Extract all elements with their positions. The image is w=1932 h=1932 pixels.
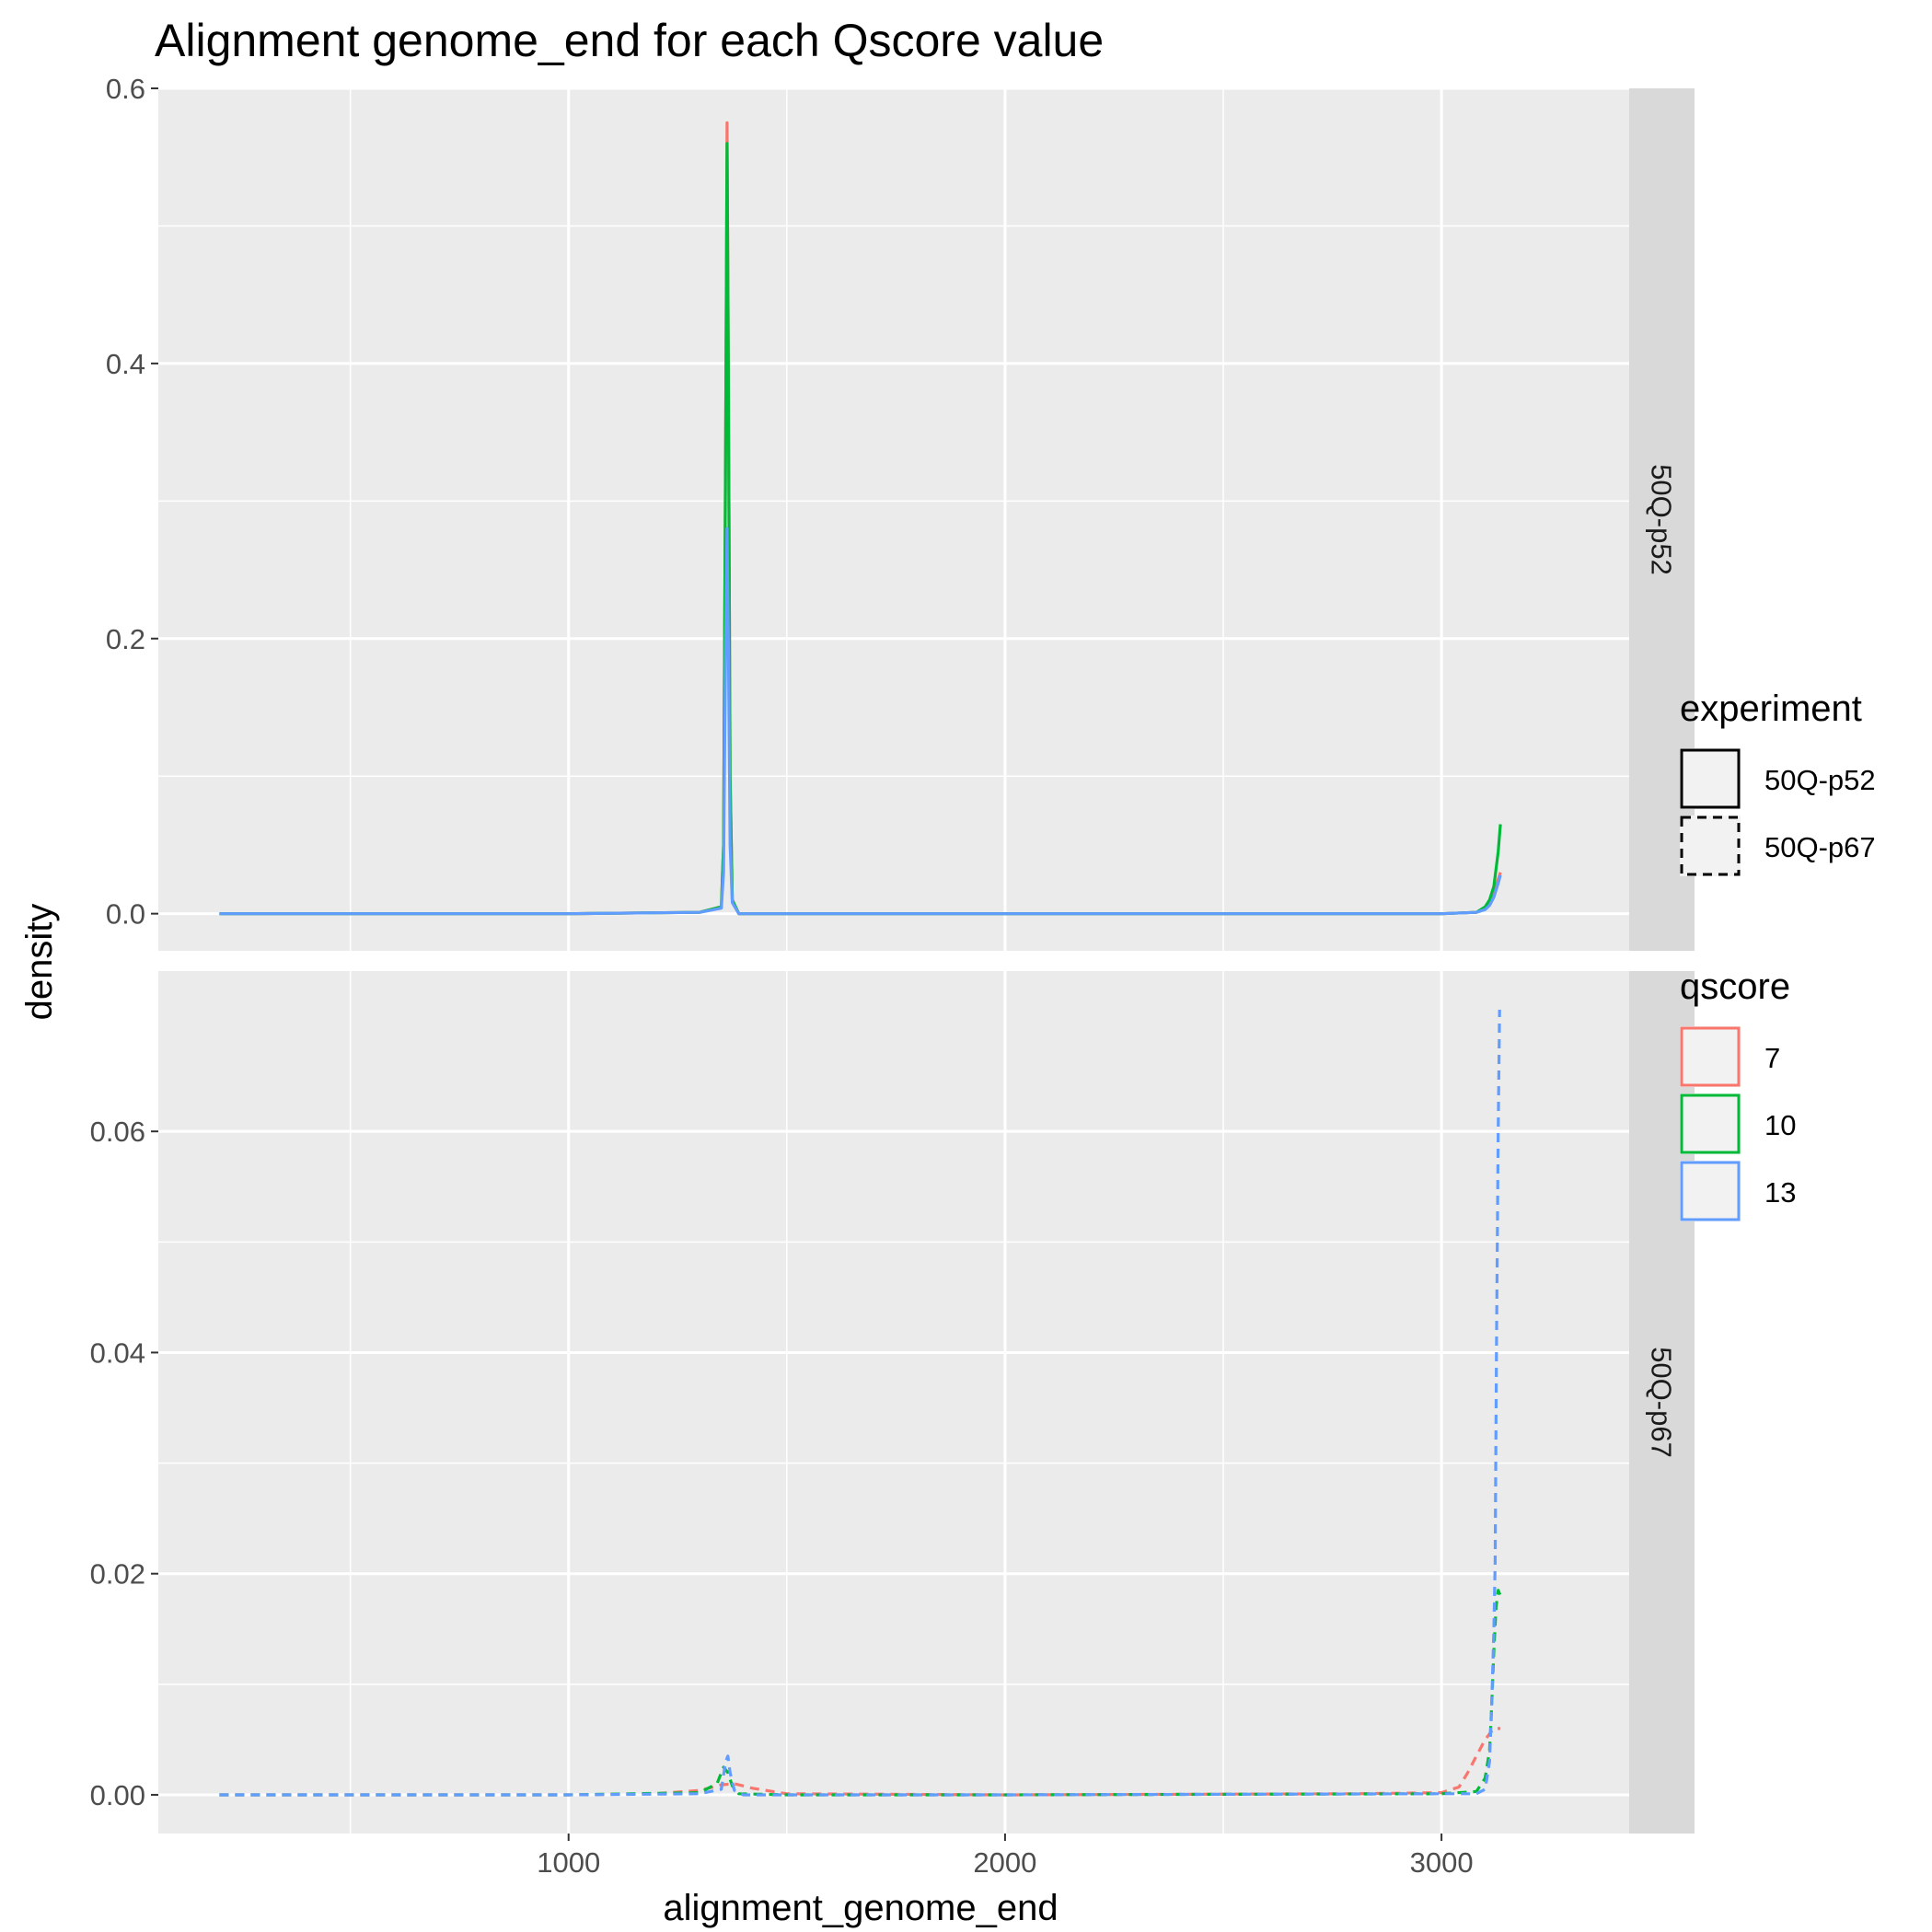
legend-key-background — [1680, 816, 1741, 876]
legend-key-background — [1680, 748, 1741, 809]
y-tick-label: 0.0 — [106, 898, 145, 931]
legend-key-50Q-p52 — [1680, 748, 1741, 809]
legend-key-background — [1680, 1161, 1741, 1221]
panel-50Q-p67: 0.00 0.02 0.04 0.06 50Q-p67 — [90, 971, 1695, 1834]
legend-experiment: experiment 50Q-p52 50Q-p67 — [1680, 688, 1876, 876]
legend-title: qscore — [1680, 966, 1790, 1007]
series-line-13 — [219, 526, 1502, 916]
legend-layer: experiment 50Q-p52 50Q-p67 qscore 7 10 13 — [1680, 688, 1876, 1221]
y-tick-label: 0.4 — [106, 348, 145, 380]
panel-background — [158, 88, 1629, 951]
legend-qscore: qscore 7 10 13 — [1680, 966, 1796, 1221]
x-axis-title: alignment_genome_end — [663, 1888, 1058, 1928]
legend-key-background — [1680, 1026, 1741, 1087]
y-tick-label: 0.02 — [90, 1558, 145, 1591]
y-tick-label: 0.2 — [106, 623, 145, 655]
strip-label: 50Q-p52 — [1646, 464, 1678, 575]
legend-key-10 — [1680, 1093, 1741, 1154]
legend-key-50Q-p67 — [1680, 816, 1741, 876]
y-tick-label: 0.06 — [90, 1116, 145, 1148]
legend-label: 13 — [1764, 1176, 1796, 1209]
legend-label: 7 — [1764, 1042, 1780, 1074]
panel-background — [158, 971, 1629, 1834]
legend-key-background — [1680, 1093, 1741, 1154]
legend-title: experiment — [1680, 688, 1862, 729]
strip-label: 50Q-p67 — [1646, 1347, 1678, 1458]
y-tick-label: 0.04 — [90, 1336, 145, 1369]
x-tick-label: 3000 — [1410, 1846, 1474, 1879]
legend-label: 50Q-p67 — [1764, 831, 1876, 863]
legend-label: 10 — [1764, 1109, 1796, 1141]
y-axis-title: density — [19, 904, 60, 1021]
panels-layer: 0.0 0.2 0.4 0.6 50Q-p52 0.00 0.02 0.04 0.06 50Q-p… — [90, 73, 1695, 1879]
legend-key-13 — [1680, 1161, 1741, 1221]
legend-label: 50Q-p52 — [1764, 764, 1876, 796]
x-tick-label: 2000 — [973, 1846, 1036, 1879]
y-tick-label: 0.00 — [90, 1779, 145, 1811]
panel-50Q-p52: 0.0 0.2 0.4 0.6 50Q-p52 — [106, 73, 1695, 951]
x-tick-label: 1000 — [537, 1846, 600, 1879]
legend-key-7 — [1680, 1026, 1741, 1087]
chart-title: Alignment genome_end for each Qscore val… — [155, 15, 1104, 66]
y-tick-label: 0.6 — [106, 73, 145, 105]
